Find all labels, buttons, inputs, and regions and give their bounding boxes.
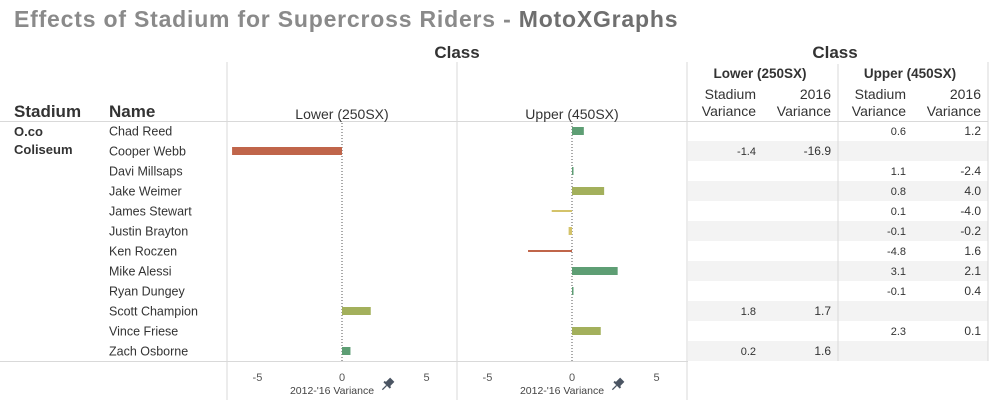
- table-cell: 4.0: [964, 184, 981, 198]
- rider-names: Chad Reed Cooper Webb Davi Millsaps Jake We…: [109, 125, 198, 359]
- bar-upper-450sx-: [572, 187, 605, 195]
- table-cell: 0.1: [964, 324, 981, 338]
- pin-icon-collar: [613, 380, 622, 389]
- bar-upper-450sx-: [572, 127, 584, 135]
- rider-name: Vince Friese: [109, 325, 178, 339]
- table-cell: 0.4: [964, 284, 981, 298]
- lower-2016-variance-header: 2016: [800, 86, 831, 102]
- rider-name: Ken Roczen: [109, 245, 177, 259]
- table-cell: 0.2: [741, 346, 756, 358]
- table-cell: 3.1: [891, 266, 906, 278]
- rider-name: Ryan Dungey: [109, 285, 185, 299]
- table-cell: -4.8: [887, 246, 906, 258]
- table-cell: 0.8: [891, 186, 906, 198]
- table-cell: 2.1: [964, 264, 981, 278]
- table-cell: -0.2: [960, 224, 981, 238]
- lower-2016-variance-header-2: Variance: [777, 103, 831, 119]
- rider-name: Zach Osborne: [109, 345, 188, 359]
- title-main: Effects of Stadium for Supercross Riders…: [14, 6, 519, 32]
- bar-lower-250sx-: [342, 307, 371, 315]
- table-class-header: Class: [812, 43, 857, 62]
- table-cell: -4.0: [960, 204, 981, 218]
- rider-name: Chad Reed: [109, 125, 172, 139]
- table-cell: -0.1: [887, 226, 906, 238]
- chart-class-header: Class: [434, 43, 479, 62]
- table-cell: 1.2: [964, 124, 981, 138]
- x-tick-label: 5: [653, 372, 659, 384]
- table-cell: -0.1: [887, 286, 906, 298]
- table-cell: -16.9: [804, 144, 832, 158]
- rider-name: Jake Weimer: [109, 185, 182, 199]
- title-brand: MotoXGraphs: [518, 6, 679, 32]
- pin-icon-needle: [381, 384, 388, 391]
- pin-icon-collar: [383, 380, 392, 389]
- bar-lower-250sx-: [342, 347, 351, 355]
- x-tick-label: 0: [339, 372, 345, 384]
- lower-stadium-variance-header: Stadium: [705, 86, 756, 102]
- table-cell: 0.6: [891, 126, 906, 138]
- rider-name: Mike Alessi: [109, 265, 172, 279]
- table-group-lower: Lower (250SX): [713, 66, 806, 81]
- table-cell: 1.7: [814, 304, 831, 318]
- name-header: Name: [109, 102, 155, 121]
- stadium-label-2: Coliseum: [14, 142, 73, 157]
- table-cell: 1.6: [814, 344, 831, 358]
- variance-bars: [232, 127, 618, 355]
- lower-stadium-variance-header-2: Variance: [702, 103, 756, 119]
- bar-upper-450sx-: [572, 267, 618, 275]
- stadium-label: O.co: [14, 124, 43, 139]
- grid-lines: [0, 62, 989, 400]
- table-cell: -2.4: [960, 164, 981, 178]
- table-cell: 1.8: [741, 306, 756, 318]
- stadium-header: Stadium: [14, 102, 81, 121]
- bar-lower-250sx-: [232, 147, 342, 155]
- upper-2016-variance-header-2: Variance: [927, 103, 981, 119]
- bar-upper-450sx-: [528, 250, 572, 252]
- rider-name: Davi Millsaps: [109, 165, 183, 179]
- bar-upper-450sx-: [568, 227, 572, 235]
- table-cell: 1.1: [891, 166, 906, 178]
- upper-stadium-variance-header: Stadium: [855, 86, 906, 102]
- rider-name: James Stewart: [109, 205, 192, 219]
- x-axes: -5 0 5 2012-'16 Variance -5 0 5 2012-'16 Varian…: [253, 372, 660, 397]
- variance-table: 0.6 1.2 -1.4 -16.9 1.1 -2.4 0.8 4.0 0.1 -4.0 -0.1 -…: [737, 124, 981, 358]
- bar-upper-450sx-: [572, 167, 574, 175]
- upper-2016-variance-header: 2016: [950, 86, 981, 102]
- x-tick-label: 0: [569, 372, 575, 384]
- table-cell: 2.3: [891, 326, 906, 338]
- bar-upper-450sx-: [572, 327, 601, 335]
- table-cell: -1.4: [737, 146, 756, 158]
- upper-stadium-variance-header-2: Variance: [852, 103, 906, 119]
- table-group-upper: Upper (450SX): [864, 66, 956, 81]
- pin-icon-needle: [611, 384, 618, 391]
- x-tick-label: -5: [483, 372, 493, 384]
- rider-name: Justin Brayton: [109, 225, 188, 239]
- rider-name: Scott Champion: [109, 305, 198, 319]
- table-cell: 1.6: [964, 244, 981, 258]
- x-axis-title: 2012-'16 Variance: [520, 385, 604, 397]
- x-tick-label: 5: [423, 372, 429, 384]
- dashboard-title: Effects of Stadium for Supercross Riders…: [14, 6, 678, 33]
- pin-icon: [381, 377, 395, 391]
- panel-header-upper: Upper (450SX): [525, 106, 618, 122]
- rider-name: Cooper Webb: [109, 145, 186, 159]
- pin-icon: [611, 377, 625, 391]
- table-cell: 0.1: [891, 206, 906, 218]
- bar-upper-450sx-: [572, 287, 574, 295]
- panel-header-lower: Lower (250SX): [295, 106, 388, 122]
- x-tick-label: -5: [253, 372, 263, 384]
- x-axis-title: 2012-'16 Variance: [290, 385, 374, 397]
- bar-upper-450sx-: [551, 210, 572, 212]
